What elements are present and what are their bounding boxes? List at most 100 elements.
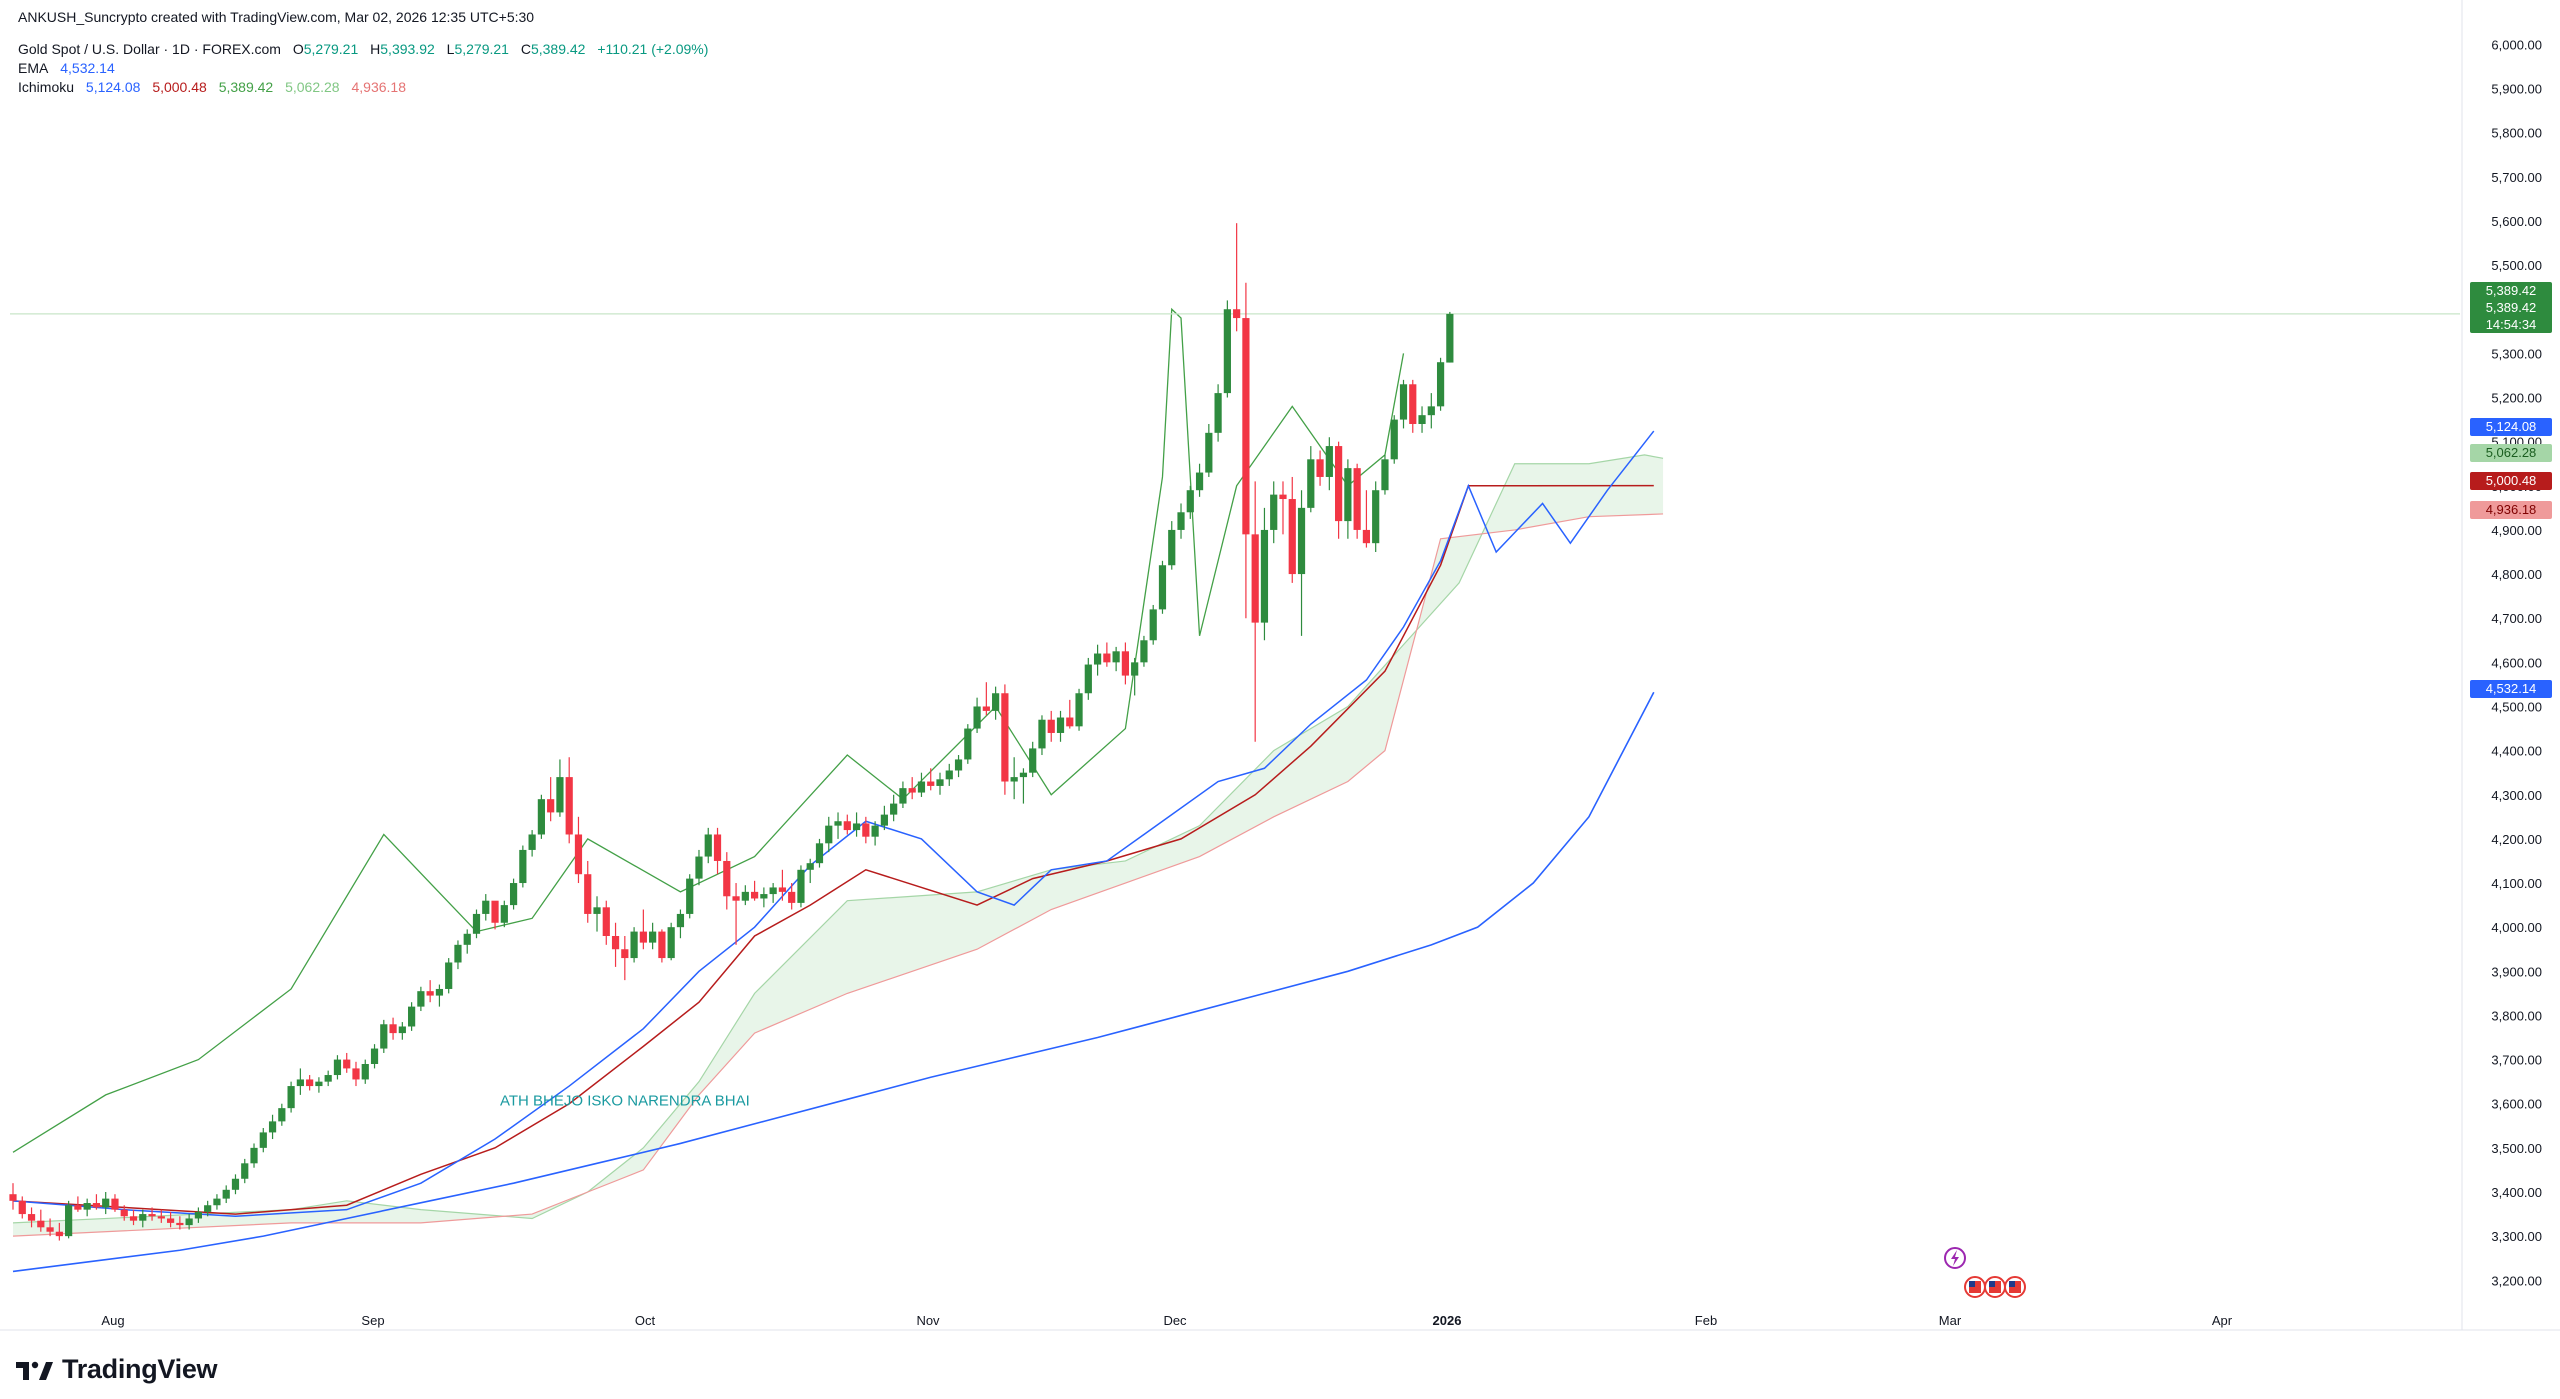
candle[interactable] [1446, 311, 1454, 363]
candle[interactable] [964, 724, 972, 764]
candle[interactable] [630, 927, 638, 963]
candle[interactable] [778, 869, 787, 901]
candle[interactable] [389, 1017, 397, 1040]
candle[interactable] [1112, 646, 1120, 672]
candle[interactable] [435, 984, 444, 1007]
candle[interactable] [333, 1055, 342, 1080]
candle[interactable] [639, 909, 647, 950]
candle[interactable] [973, 697, 981, 733]
candle[interactable] [528, 830, 536, 857]
candle[interactable] [843, 814, 851, 835]
candle[interactable] [871, 821, 879, 846]
candle[interactable] [287, 1081, 295, 1113]
candle[interactable] [982, 682, 990, 716]
candle[interactable] [176, 1216, 184, 1230]
ichimoku-label[interactable]: Ichimoku [18, 79, 75, 95]
candle[interactable] [1297, 490, 1306, 636]
candle[interactable] [611, 922, 620, 967]
candle[interactable] [1270, 481, 1278, 544]
candle[interactable] [157, 1209, 165, 1223]
candle[interactable] [760, 887, 768, 908]
candle[interactable] [751, 880, 759, 901]
candle[interactable] [46, 1218, 54, 1237]
candle[interactable] [1195, 463, 1204, 497]
candle[interactable] [111, 1194, 119, 1212]
candle[interactable] [491, 900, 499, 930]
candle[interactable] [65, 1200, 73, 1239]
candle[interactable] [732, 883, 740, 945]
candle[interactable] [166, 1211, 175, 1228]
candle[interactable] [1344, 459, 1352, 539]
candle[interactable] [788, 883, 796, 910]
candle[interactable] [1372, 481, 1380, 552]
symbol-legend[interactable]: Gold Spot / U.S. Dollar · 1D · FOREX.com… [18, 40, 716, 58]
tradingview-logo[interactable]: TradingView [14, 1354, 218, 1385]
candle[interactable] [398, 1022, 406, 1040]
candle[interactable] [1019, 768, 1028, 804]
candle[interactable] [593, 896, 601, 932]
candle[interactable] [231, 1174, 240, 1195]
candle[interactable] [1186, 485, 1194, 519]
candle[interactable] [1047, 710, 1055, 742]
candle[interactable] [408, 1002, 416, 1031]
candle[interactable] [1307, 446, 1315, 513]
candle[interactable] [667, 922, 675, 961]
ema-label[interactable]: EMA [18, 60, 49, 76]
candle[interactable] [352, 1061, 360, 1087]
candle[interactable] [1233, 223, 1241, 332]
candle[interactable] [936, 772, 944, 795]
candle[interactable] [1066, 699, 1074, 729]
candle[interactable] [1177, 503, 1185, 539]
candle[interactable] [213, 1194, 221, 1210]
candle[interactable] [890, 794, 898, 822]
candle[interactable] [1335, 441, 1343, 539]
candle[interactable] [296, 1068, 304, 1095]
candle[interactable] [472, 909, 481, 939]
candle[interactable] [834, 812, 842, 839]
candle[interactable] [649, 922, 657, 950]
candle[interactable] [1214, 384, 1222, 442]
candle[interactable] [1029, 741, 1037, 778]
candle[interactable] [37, 1209, 45, 1232]
candle[interactable] [1260, 507, 1269, 641]
candle[interactable] [1223, 300, 1231, 398]
us-flag-event-icon[interactable] [1964, 1276, 1986, 1298]
candle[interactable] [361, 1059, 369, 1084]
candle[interactable] [1075, 688, 1083, 731]
ema-legend[interactable]: EMA 4,532.14 [18, 59, 123, 77]
candle[interactable] [537, 794, 545, 839]
candle[interactable] [547, 777, 555, 822]
candle[interactable] [83, 1198, 91, 1217]
candle[interactable] [1288, 476, 1296, 583]
candle[interactable] [1140, 635, 1148, 667]
candle[interactable] [1121, 642, 1129, 685]
candle[interactable] [917, 772, 926, 797]
candle[interactable] [1084, 657, 1092, 700]
candle[interactable] [27, 1207, 36, 1228]
candle[interactable] [797, 865, 805, 908]
candle[interactable] [9, 1183, 17, 1210]
ichimoku-legend[interactable]: Ichimoku 5,124.08 5,000.48 5,389.42 5,06… [18, 78, 414, 96]
candle[interactable] [454, 940, 462, 970]
candle[interactable] [704, 827, 712, 864]
event-marker-icon[interactable] [1944, 1247, 1966, 1269]
candle[interactable] [908, 777, 916, 800]
candle[interactable] [259, 1128, 267, 1153]
candle[interactable] [880, 805, 888, 831]
candle[interactable] [1242, 282, 1250, 619]
candle[interactable] [992, 686, 1000, 720]
candle[interactable] [1103, 642, 1111, 667]
candle[interactable] [806, 858, 814, 884]
candle[interactable] [899, 781, 907, 808]
candle[interactable] [241, 1158, 249, 1184]
candle[interactable] [324, 1070, 332, 1087]
candle[interactable] [695, 849, 703, 886]
candle[interactable] [1205, 424, 1213, 477]
us-flag-event-icon[interactable] [2004, 1276, 2026, 1298]
candle[interactable] [686, 874, 694, 919]
candle[interactable] [139, 1209, 147, 1228]
candle[interactable] [102, 1192, 110, 1215]
candle[interactable] [1158, 560, 1167, 614]
candle[interactable] [463, 929, 471, 954]
